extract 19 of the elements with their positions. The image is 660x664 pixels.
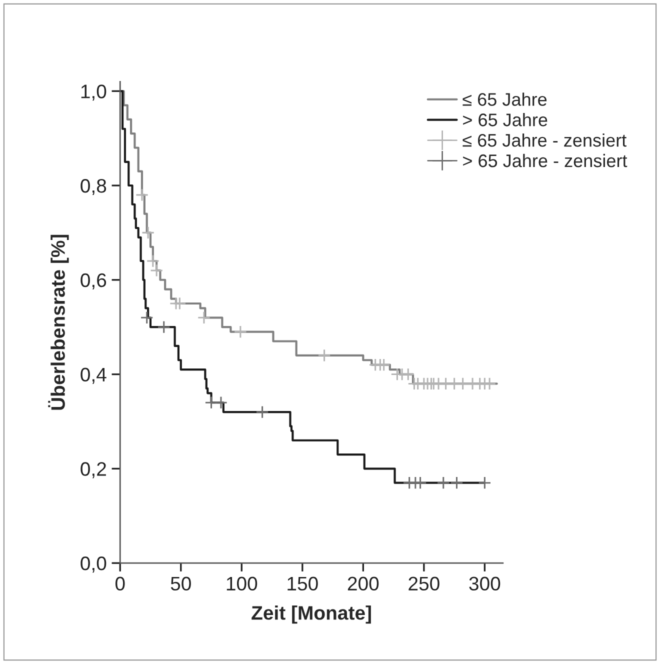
y-tick-label: 0,0 [80, 556, 106, 573]
x-tick-label: 50 [170, 576, 191, 591]
x-tick-label: 300 [469, 576, 500, 591]
y-tick-label: 1,0 [81, 84, 106, 101]
y-tick-label: 0,6 [80, 273, 106, 290]
x-tick-label: 200 [348, 576, 379, 591]
legend-label: ≤ 65 Jahre - zensiert [462, 133, 626, 147]
legend-label: ≤ 65 Jahre [462, 92, 547, 106]
y-tick-label: 0,4 [80, 368, 106, 384]
legend-label: > 65 Jahre [463, 113, 548, 126]
x-tick-label: 250 [408, 576, 440, 591]
legend-label: > 65 Jahre - zensiert [463, 154, 628, 168]
y-tick-label: 0,8 [80, 178, 106, 196]
x-tick-label: 150 [288, 576, 318, 591]
y-axis-title: Überlebensrate [%] [48, 234, 69, 410]
y-tick-label: 0,2 [80, 462, 106, 478]
x-tick-label: 100 [226, 576, 258, 591]
x-tick-label: 0 [115, 576, 125, 591]
x-axis-title: Zeit [Monate] [252, 606, 371, 624]
